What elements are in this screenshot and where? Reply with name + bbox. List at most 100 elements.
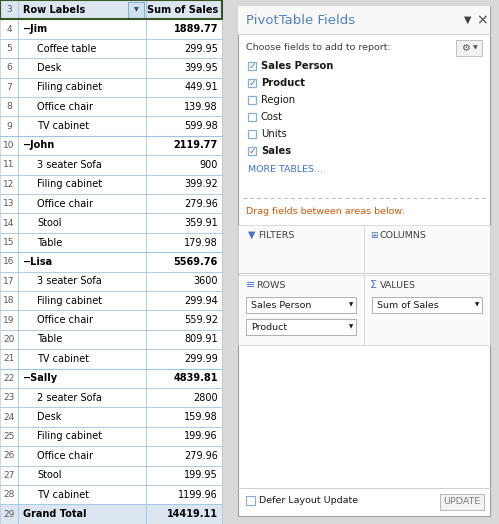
Bar [248,96,256,104]
Bar [0,446,18,466]
Bar [146,0,222,19]
Text: 6: 6 [6,63,12,72]
Text: −Jim: −Jim [23,24,48,34]
Bar [0,368,18,388]
Bar [0,271,222,291]
Text: 2800: 2800 [194,392,218,403]
Text: 15: 15 [3,238,15,247]
Bar [146,116,222,136]
Text: Stool: Stool [37,218,61,228]
Text: 9: 9 [6,122,12,130]
Text: Sales Person: Sales Person [251,300,311,310]
Text: ×: × [476,13,488,27]
Bar [18,291,146,310]
Text: Defer Layout Update: Defer Layout Update [259,496,358,505]
Text: Desk: Desk [37,63,61,73]
Text: 3600: 3600 [194,276,218,286]
Text: 4: 4 [6,25,12,34]
Text: 3: 3 [6,5,12,14]
Bar [18,155,146,174]
Text: 12: 12 [3,180,14,189]
Text: PivotTable Fields: PivotTable Fields [246,14,355,27]
Text: 14: 14 [3,219,14,227]
Bar [146,446,222,466]
Bar [146,58,222,78]
Bar [18,194,146,213]
Bar [0,194,222,213]
Bar [146,368,222,388]
Text: 17: 17 [3,277,15,286]
Bar [0,505,18,524]
Bar [128,2,144,18]
Bar [0,291,222,310]
Text: 299.99: 299.99 [184,354,218,364]
Bar [18,78,146,97]
Bar [0,78,18,97]
Bar [146,427,222,446]
Bar [238,275,364,345]
Bar [0,505,222,524]
Bar [18,58,146,78]
Bar [246,496,255,505]
Bar [0,485,18,505]
Bar [18,213,146,233]
Bar [0,388,18,407]
Text: 26: 26 [3,451,14,461]
Bar [18,427,146,446]
Bar [146,330,222,349]
Bar [238,6,490,516]
Bar [146,310,222,330]
Text: 14419.11: 14419.11 [167,509,218,519]
Text: Units: Units [261,129,287,139]
Text: Coffee table: Coffee table [37,43,96,53]
Text: 18: 18 [3,296,15,305]
Bar [0,446,222,466]
Bar [146,407,222,427]
Text: Desk: Desk [37,412,61,422]
Bar [0,330,222,349]
Bar [18,136,146,155]
Bar [0,388,222,407]
Text: TV cabinet: TV cabinet [37,354,89,364]
Text: Sum of Sales: Sum of Sales [377,300,439,310]
Text: 299.94: 299.94 [184,296,218,305]
Text: Filing cabinet: Filing cabinet [37,296,102,305]
Text: −John: −John [23,140,55,150]
Bar [146,136,222,155]
Text: 179.98: 179.98 [184,237,218,247]
Text: Office chair: Office chair [37,199,93,209]
Text: 25: 25 [3,432,14,441]
Bar [146,271,222,291]
Text: 199.95: 199.95 [184,471,218,481]
Text: ✓: ✓ [248,147,256,156]
Bar [146,466,222,485]
Text: 11: 11 [3,160,15,169]
Text: Filing cabinet: Filing cabinet [37,82,102,92]
Bar [18,466,146,485]
Text: 1889.77: 1889.77 [174,24,218,34]
Bar [0,174,18,194]
Text: Office chair: Office chair [37,451,93,461]
Bar [18,349,146,368]
Text: 599.98: 599.98 [184,121,218,131]
Text: 3 seater Sofa: 3 seater Sofa [37,160,102,170]
Bar [0,136,18,155]
Text: 399.92: 399.92 [184,179,218,189]
Text: 10: 10 [3,141,15,150]
Bar [146,194,222,213]
Bar [18,368,146,388]
Bar [18,388,146,407]
Bar [18,330,146,349]
Text: 19: 19 [3,315,15,324]
Bar [18,233,146,252]
Text: 2 seater Sofa: 2 seater Sofa [37,392,102,403]
Text: 23: 23 [3,393,14,402]
Text: ⚙: ⚙ [462,43,470,53]
Text: 7: 7 [6,83,12,92]
Bar [246,319,356,335]
Text: 21: 21 [3,354,14,364]
Text: Table: Table [37,237,62,247]
Text: COLUMNS: COLUMNS [380,231,427,239]
Text: Row Labels: Row Labels [23,5,85,15]
Bar [0,349,18,368]
